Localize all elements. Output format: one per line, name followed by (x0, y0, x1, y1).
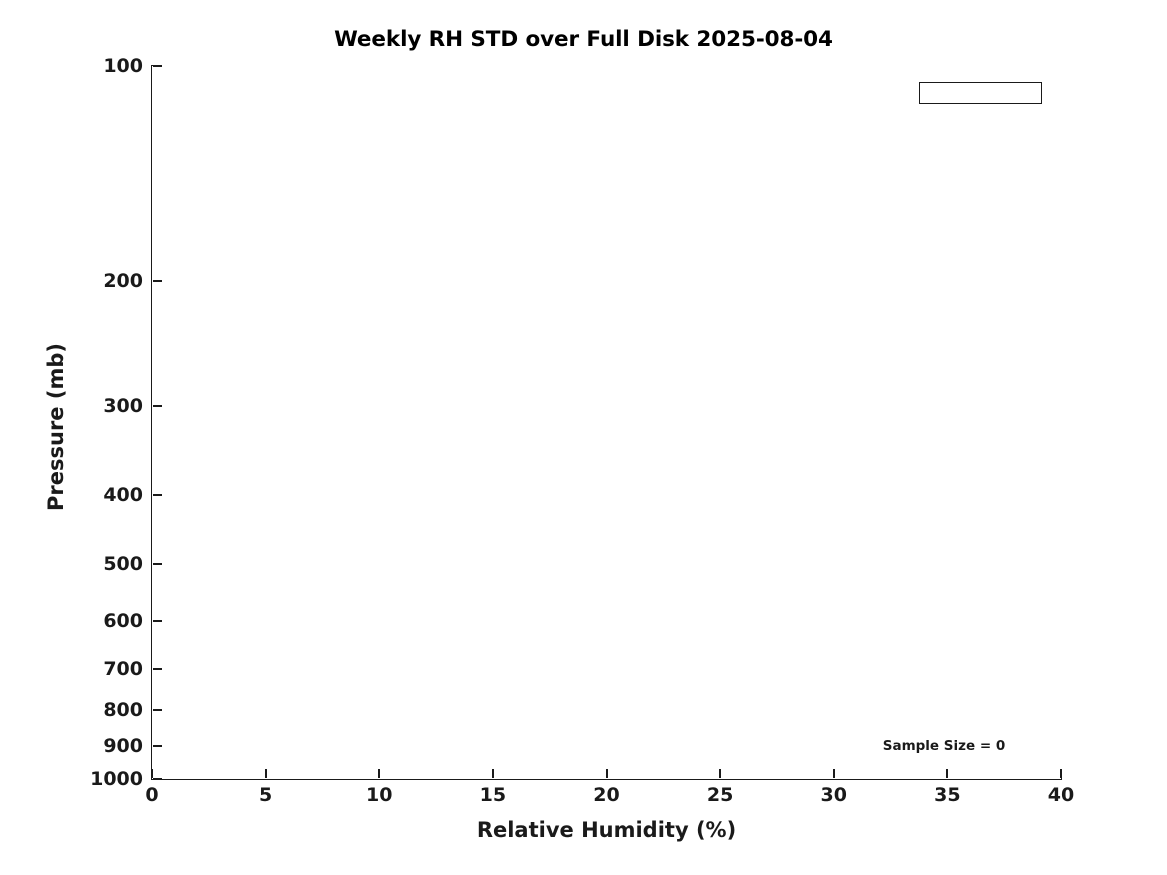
x-tick-mark (605, 769, 608, 778)
y-tick-label: 700 (103, 657, 143, 680)
legend (919, 82, 1042, 104)
y-tick-label: 100 (103, 55, 143, 77)
x-tick-mark (491, 769, 494, 778)
x-tick-mark (378, 769, 381, 778)
y-tick-mark (153, 279, 162, 282)
x-tick-label: 15 (479, 784, 507, 806)
x-tick-label: 40 (1047, 784, 1075, 806)
y-tick-mark (153, 619, 162, 622)
y-tick-mark (153, 563, 162, 566)
y-tick-mark (153, 667, 162, 670)
plot-area (152, 66, 1061, 779)
x-tick-mark (264, 769, 267, 778)
y-tick-label: 400 (103, 484, 143, 507)
y-tick-mark (153, 708, 162, 711)
y-tick-mark (153, 405, 162, 408)
x-tick-label: 35 (934, 784, 961, 806)
x-tick-label: 20 (593, 784, 620, 806)
y-tick-mark (153, 494, 162, 497)
x-tick-mark (719, 769, 722, 778)
chart-title: Weekly RH STD over Full Disk 2025-08-04 (334, 27, 833, 52)
y-tick-mark (153, 778, 162, 780)
x-tick-mark (151, 769, 153, 778)
x-tick-mark (946, 769, 949, 778)
x-axis-spine (151, 778, 1062, 780)
y-tick-label: 200 (103, 269, 143, 292)
y-tick-label: 300 (103, 395, 143, 418)
y-tick-mark (153, 65, 162, 67)
x-tick-label: 25 (706, 784, 734, 806)
y-tick-mark (153, 745, 162, 748)
x-tick-label: 10 (366, 784, 393, 806)
x-axis-label: Relative Humidity (%) (476, 818, 737, 842)
x-tick-label: 5 (259, 784, 273, 806)
legend-entries (920, 83, 1041, 103)
x-tick-mark (1060, 769, 1062, 778)
y-axis-label: Pressure (mb) (44, 343, 68, 511)
y-tick-label: 600 (103, 609, 143, 632)
x-tick-mark (832, 769, 835, 778)
y-tick-label: 1000 (90, 768, 143, 790)
x-tick-label: 30 (820, 784, 847, 806)
data-series-layer (152, 66, 1061, 779)
x-tick-label: 0 (145, 784, 159, 806)
sample-size-annotation: Sample Size = 0 (882, 738, 1006, 754)
y-tick-label: 800 (103, 698, 143, 721)
y-tick-label: 900 (103, 735, 143, 758)
y-tick-label: 500 (103, 553, 143, 576)
